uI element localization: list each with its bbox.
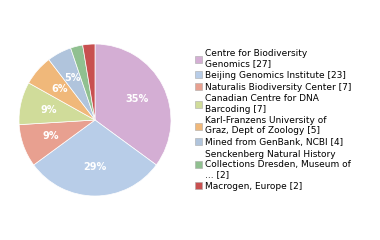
Wedge shape	[28, 60, 95, 120]
Wedge shape	[19, 120, 95, 165]
Wedge shape	[49, 48, 95, 120]
Wedge shape	[19, 83, 95, 125]
Legend: Centre for Biodiversity
Genomics [27], Beijing Genomics Institute [23], Naturali: Centre for Biodiversity Genomics [27], B…	[195, 49, 352, 191]
Text: 29%: 29%	[83, 162, 107, 172]
Wedge shape	[34, 120, 156, 196]
Text: 5%: 5%	[65, 73, 81, 84]
Text: 9%: 9%	[43, 131, 59, 141]
Text: 35%: 35%	[125, 94, 149, 104]
Wedge shape	[71, 45, 95, 120]
Text: 9%: 9%	[41, 104, 57, 114]
Wedge shape	[95, 44, 171, 165]
Text: 6%: 6%	[51, 84, 68, 94]
Wedge shape	[83, 44, 95, 120]
